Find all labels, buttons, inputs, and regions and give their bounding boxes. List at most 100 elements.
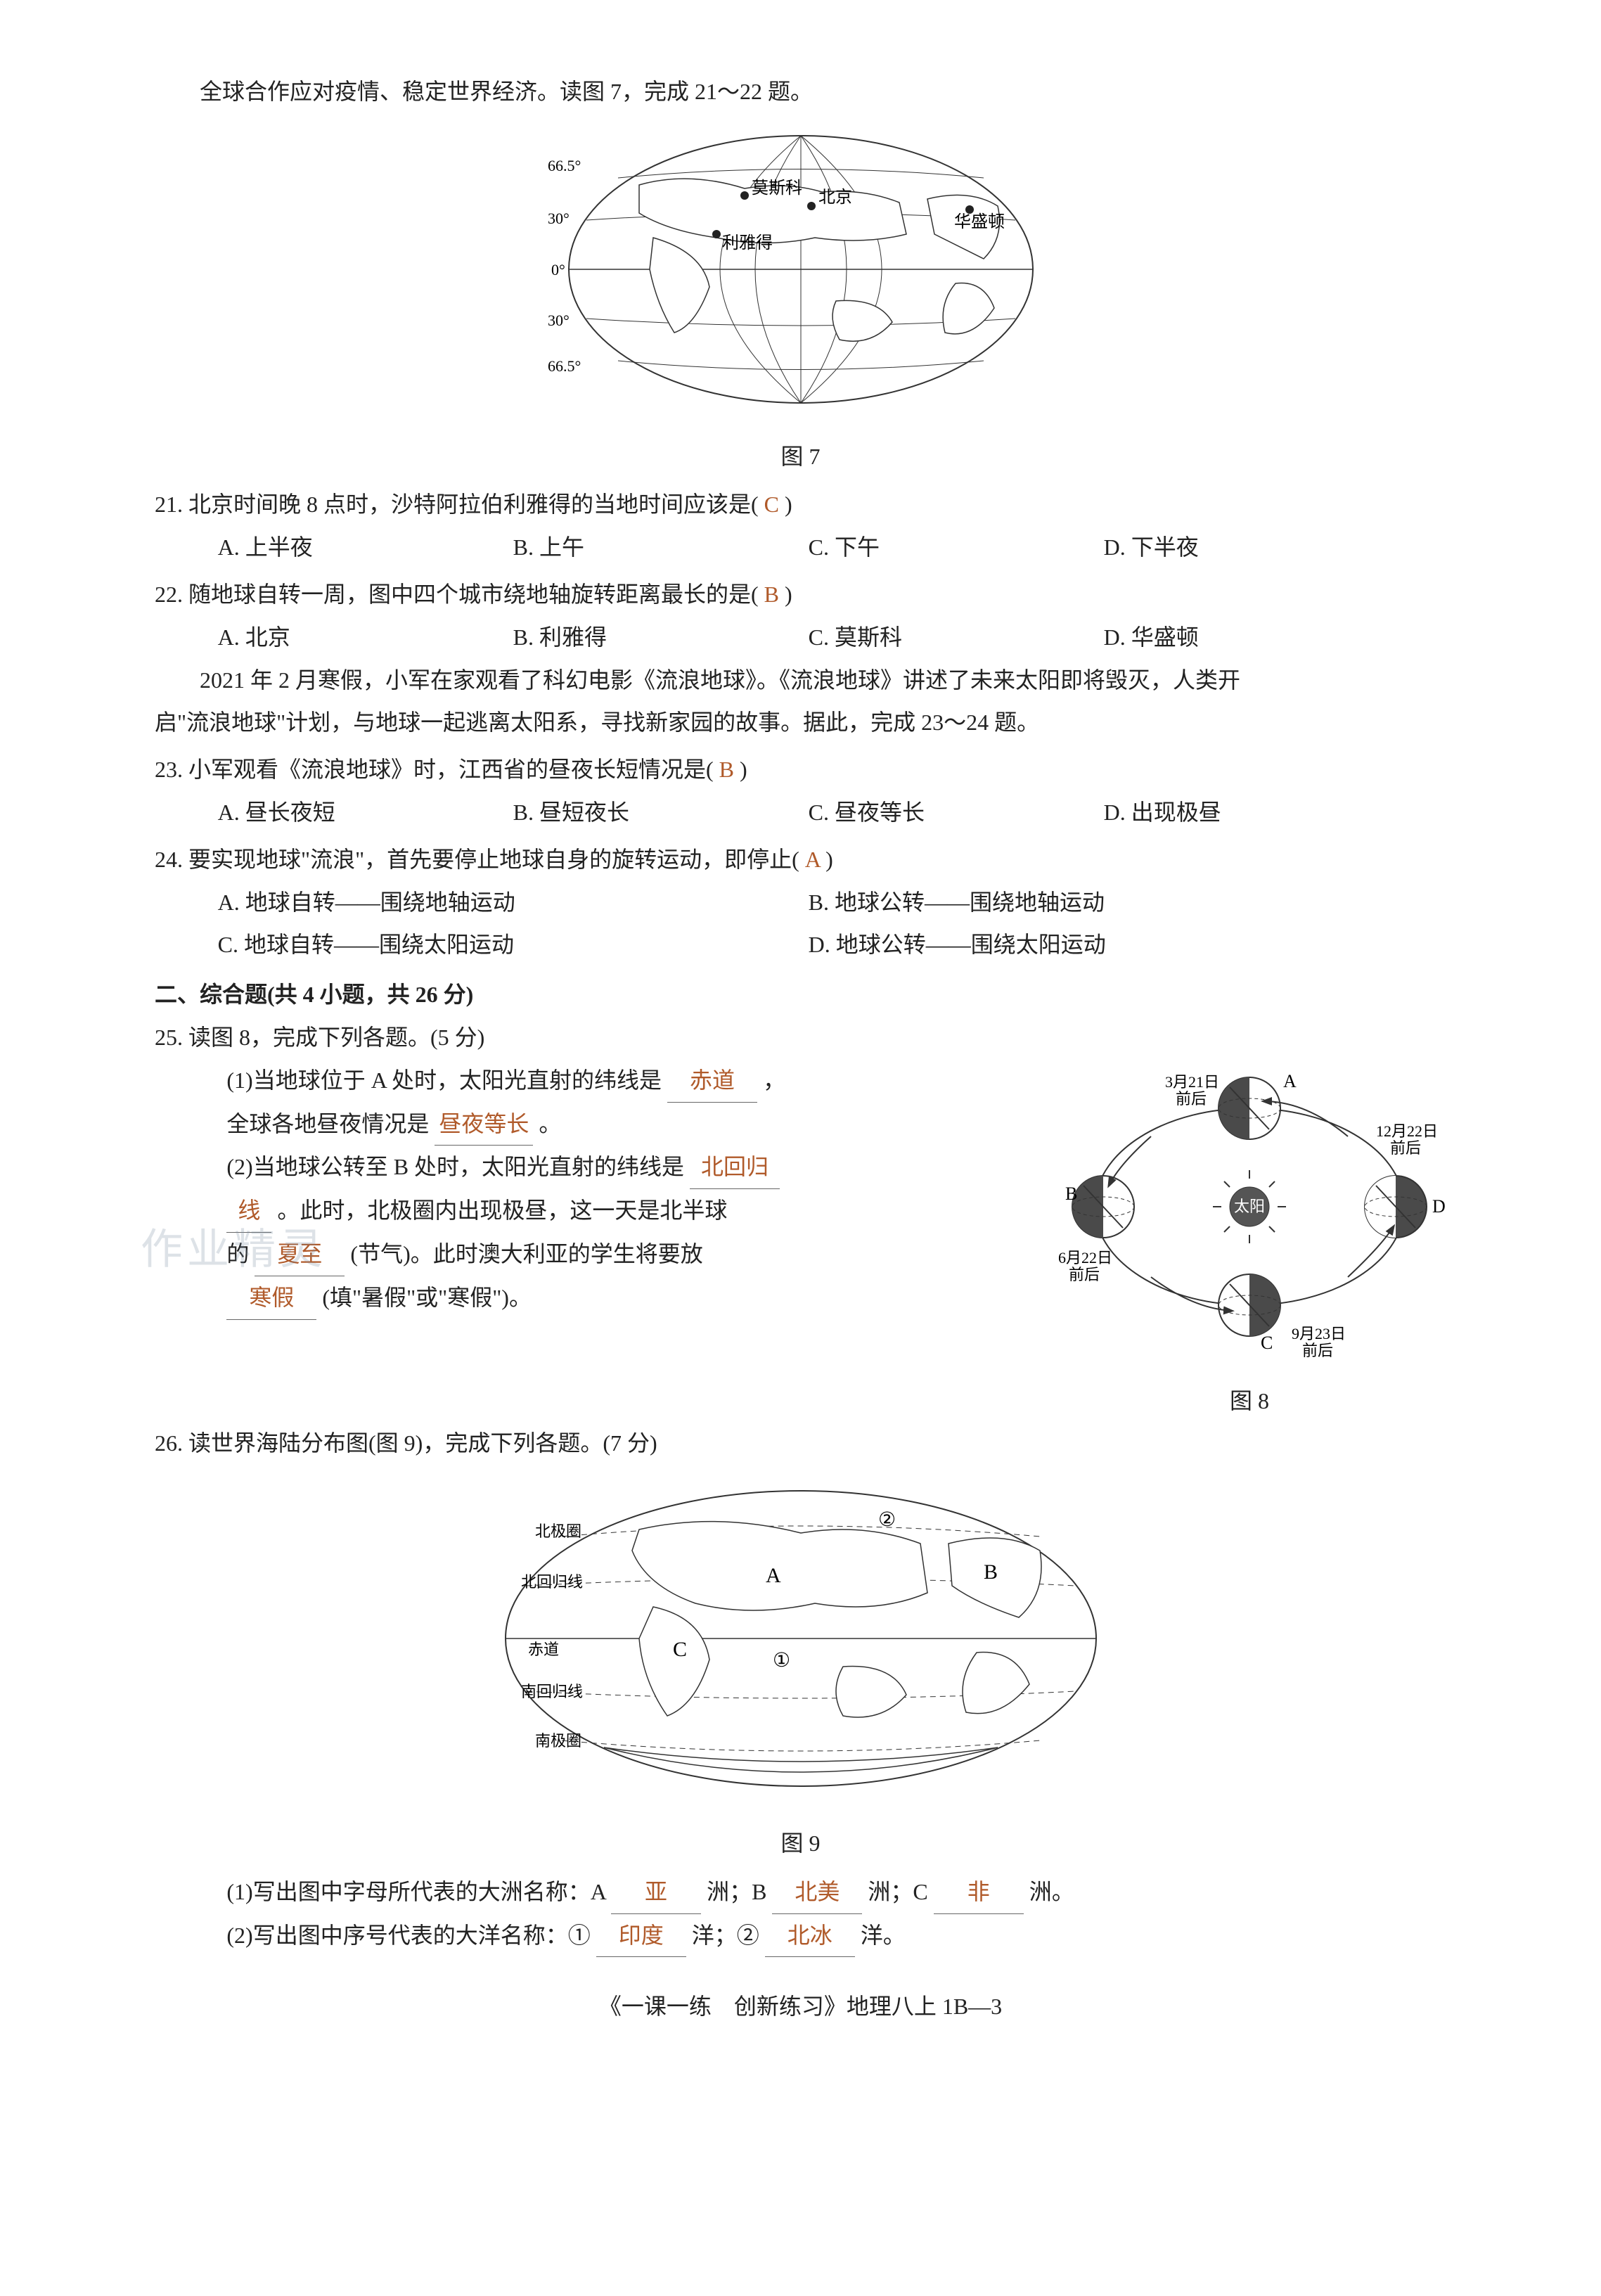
figure-7-caption: 图 7 xyxy=(155,435,1446,478)
svg-text:A: A xyxy=(766,1564,781,1587)
city-washington: 华盛顿 xyxy=(954,212,1005,231)
q26-1-ans-c: 非 xyxy=(934,1871,1024,1914)
svg-text:66.5°: 66.5° xyxy=(548,357,581,375)
q26-1-pre: (1)写出图中字母所代表的大洲名称：A xyxy=(226,1879,605,1904)
question-24: 24. 要实现地球"流浪"，首先要停止地球自身的旋转运动，即停止( A ) A.… xyxy=(155,838,1446,966)
q26-1-mid1: 洲；B xyxy=(707,1879,766,1904)
q21-answer: C xyxy=(764,492,779,517)
figure-7: 莫斯科 北京 利雅得 华盛顿 66.5° 30° 0° 30° 66.5° 图 … xyxy=(155,122,1446,478)
q25-body: (1)当地球位于 A 处时，太阳光直射的纬线是 赤道 ， 全球各地昼夜情况是 昼… xyxy=(155,1059,1039,1320)
svg-text:B: B xyxy=(984,1560,998,1584)
svg-text:D: D xyxy=(1432,1196,1446,1217)
q25-2c: 的 xyxy=(226,1241,249,1266)
q25-blank-1: 赤道 xyxy=(667,1059,757,1103)
svg-text:C: C xyxy=(1261,1333,1273,1353)
q26-title: 26. 读世界海陆分布图(图 9)，完成下列各题。(7 分) xyxy=(155,1422,1446,1465)
svg-text:66.5°: 66.5° xyxy=(548,157,581,174)
svg-text:南极圈: 南极圈 xyxy=(535,1732,581,1750)
q25-2a: (2)当地球公转至 B 处时，太阳光直射的纬线是 xyxy=(226,1154,684,1179)
q26-2-mid: 洋；② xyxy=(692,1923,759,1948)
svg-text:30°: 30° xyxy=(548,210,570,227)
figure-8-caption: 图 8 xyxy=(1053,1380,1446,1423)
q21-stem: 21. 北京时间晚 8 点时，沙特阿拉伯利雅得的当地时间应该是( xyxy=(155,492,759,517)
q22-opt-b: B. 利雅得 xyxy=(513,616,809,659)
city-moscow: 莫斯科 xyxy=(752,179,802,198)
q21-opt-c: C. 下午 xyxy=(809,526,1104,569)
q25-blank-3b: 线 xyxy=(226,1189,271,1233)
q21-opt-b: B. 上午 xyxy=(513,526,809,569)
svg-text:赤道: 赤道 xyxy=(528,1641,559,1658)
q24-stem: 24. 要实现地球"流浪"，首先要停止地球自身的旋转运动，即停止( xyxy=(155,847,799,872)
q26-1-ans-a: 亚 xyxy=(611,1871,701,1914)
svg-text:9月23日: 9月23日 xyxy=(1292,1325,1346,1342)
q24-opt-c: C. 地球自转——围绕太阳运动 xyxy=(218,923,809,966)
passage-2-line2: 启"流浪地球"计划，与地球一起逃离太阳系，寻找新家园的故事。据此，完成 23～2… xyxy=(155,701,1446,744)
q26-1-mid2: 洲；C xyxy=(868,1879,927,1904)
question-22: 22. 随地球自转一周，图中四个城市绕地轴旋转距离最长的是( B ) A. 北京… xyxy=(155,573,1446,659)
q22-opt-a: A. 北京 xyxy=(218,616,513,659)
sun-label: 太阳 xyxy=(1234,1198,1265,1215)
q26-sub1: (1)写出图中字母所代表的大洲名称：A 亚 洲；B 北美 洲；C 非 洲。 xyxy=(155,1871,1446,1914)
q25-2e: (填"暑假"或"寒假")。 xyxy=(322,1285,532,1310)
q22-stem-end: ) xyxy=(785,582,792,607)
svg-text:北极圈: 北极圈 xyxy=(535,1522,581,1540)
q26-2-ans-2: 北冰 xyxy=(765,1914,855,1958)
q22-stem: 22. 随地球自转一周，图中四个城市绕地轴旋转距离最长的是( xyxy=(155,582,759,607)
q26-1-end: 洲。 xyxy=(1029,1879,1074,1904)
svg-text:C: C xyxy=(673,1638,687,1661)
q23-opt-a: A. 昼长夜短 xyxy=(218,791,513,834)
q26-2-pre: (2)写出图中序号代表的大洋名称：① xyxy=(226,1923,590,1948)
q24-stem-end: ) xyxy=(825,847,833,872)
question-23: 23. 小军观看《流浪地球》时，江西省的昼夜长短情况是( B ) A. 昼长夜短… xyxy=(155,748,1446,834)
q25-blank-2: 昼夜等长 xyxy=(435,1103,533,1146)
page-footer: 《一课一练 创新练习》地理八上 1B—3 xyxy=(155,1985,1446,2028)
svg-text:30°: 30° xyxy=(548,312,570,329)
svg-text:前后: 前后 xyxy=(1069,1266,1100,1283)
svg-text:前后: 前后 xyxy=(1390,1139,1421,1157)
q25-blank-4: 夏至 xyxy=(255,1233,345,1276)
q24-opt-a: A. 地球自转——围绕地轴运动 xyxy=(218,881,809,924)
figure-9: 北极圈 北回归线 赤道 南回归线 南极圈 A B C ① ② 图 9 xyxy=(155,1473,1446,1865)
q25-title: 25. 读图 8，完成下列各题。(5 分) xyxy=(155,1016,1446,1059)
city-beijing: 北京 xyxy=(818,188,852,207)
figure-9-caption: 图 9 xyxy=(155,1822,1446,1865)
svg-text:前后: 前后 xyxy=(1176,1090,1207,1108)
q26-2-ans-1: 印度 xyxy=(596,1914,686,1958)
q23-opt-c: C. 昼夜等长 xyxy=(809,791,1104,834)
q21-opt-a: A. 上半夜 xyxy=(218,526,513,569)
earth-a xyxy=(1219,1077,1280,1139)
q25-blank-3: 北回归 xyxy=(690,1146,780,1189)
q25-1b: ， xyxy=(763,1067,785,1093)
q22-answer: B xyxy=(764,582,779,607)
q24-answer: A xyxy=(805,847,820,872)
svg-text:6月22日: 6月22日 xyxy=(1058,1249,1112,1266)
q26-2-end: 洋。 xyxy=(861,1923,906,1948)
section-2-title: 二、综合题(共 4 小题，共 26 分) xyxy=(155,973,1446,1016)
svg-text:12月22日: 12月22日 xyxy=(1376,1122,1438,1140)
q23-answer: B xyxy=(719,757,734,782)
q26-sub2: (2)写出图中序号代表的大洋名称：① 印度 洋；② 北冰 洋。 xyxy=(155,1914,1446,1958)
svg-text:0°: 0° xyxy=(551,261,565,278)
intro-paragraph: 全球合作应对疫情、稳定世界经济。读图 7，完成 21～22 题。 xyxy=(155,70,1446,113)
q21-stem-end: ) xyxy=(785,492,792,517)
q23-opt-b: B. 昼短夜长 xyxy=(513,791,809,834)
svg-text:A: A xyxy=(1283,1071,1297,1091)
q22-opt-c: C. 莫斯科 xyxy=(809,616,1104,659)
q23-stem-end: ) xyxy=(740,757,747,782)
q24-opt-b: B. 地球公转——围绕地轴运动 xyxy=(809,881,1399,924)
svg-text:南回归线: 南回归线 xyxy=(521,1683,583,1700)
q22-opt-d: D. 华盛顿 xyxy=(1104,616,1399,659)
earth-c xyxy=(1219,1274,1280,1336)
q25-2b: 。此时，北极圈内出现极昼，这一天是北半球 xyxy=(277,1198,727,1223)
svg-text:B: B xyxy=(1065,1184,1077,1204)
svg-text:②: ② xyxy=(878,1509,896,1531)
svg-text:前后: 前后 xyxy=(1302,1342,1333,1359)
q25-1a: (1)当地球位于 A 处时，太阳光直射的纬线是 xyxy=(226,1067,662,1093)
earth-d xyxy=(1365,1176,1427,1238)
passage-2-line1: 2021 年 2 月寒假，小军在家观看了科幻电影《流浪地球》。《流浪地球》讲述了… xyxy=(155,659,1446,702)
figure-8: 太阳 xyxy=(1053,1059,1446,1423)
q23-stem: 23. 小军观看《流浪地球》时，江西省的昼夜长短情况是( xyxy=(155,757,714,782)
q25-2d: (节气)。此时澳大利亚的学生将要放 xyxy=(350,1241,702,1266)
svg-text:北回归线: 北回归线 xyxy=(521,1573,583,1591)
q25-1c: 全球各地昼夜情况是 xyxy=(226,1111,429,1136)
